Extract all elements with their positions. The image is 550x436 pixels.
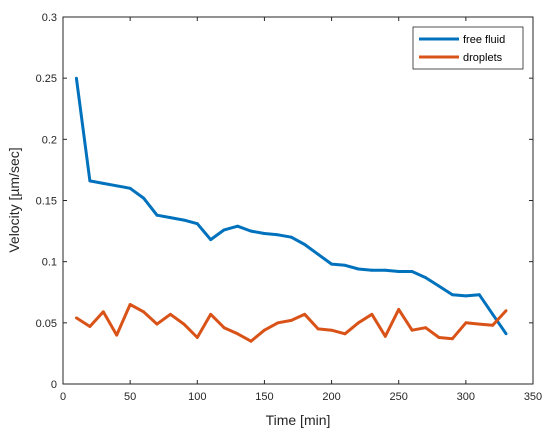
data-point-droplets xyxy=(464,321,468,325)
data-point-free-fluid xyxy=(142,196,146,200)
y-tick-label: 0.2 xyxy=(42,134,57,146)
legend-label-droplets: droplets xyxy=(463,52,503,64)
legend-label-free-fluid: free fluid xyxy=(463,34,505,46)
data-point-droplets xyxy=(88,325,92,328)
data-point-droplets xyxy=(209,312,213,316)
data-point-free-fluid xyxy=(88,179,92,183)
data-point-droplets xyxy=(249,339,253,343)
data-point-free-fluid xyxy=(451,293,454,297)
x-tick-label: 0 xyxy=(60,391,66,403)
data-point-droplets xyxy=(504,309,508,312)
data-point-free-fluid xyxy=(491,312,495,316)
data-point-droplets xyxy=(115,333,119,337)
data-point-droplets xyxy=(289,319,293,322)
data-point-free-fluid xyxy=(249,229,253,233)
data-point-free-fluid xyxy=(75,76,78,80)
data-point-droplets xyxy=(451,337,454,341)
data-point-free-fluid xyxy=(101,182,105,185)
data-point-droplets xyxy=(128,303,132,306)
data-point-droplets xyxy=(142,310,146,314)
data-point-free-fluid xyxy=(410,270,414,273)
data-point-droplets xyxy=(303,312,307,316)
data-point-free-fluid xyxy=(289,235,293,239)
data-point-droplets xyxy=(276,321,280,325)
data-point-droplets xyxy=(424,326,427,330)
legend: free fluid droplets xyxy=(412,26,524,70)
data-point-droplets xyxy=(357,321,360,325)
y-tick-label: 0.1 xyxy=(42,257,57,269)
data-point-free-fluid xyxy=(222,228,226,232)
data-point-droplets xyxy=(169,312,172,316)
y-tick-label: 0.05 xyxy=(36,318,57,330)
data-point-free-fluid xyxy=(397,270,401,273)
y-tick-label: 0.15 xyxy=(36,196,57,208)
data-point-free-fluid xyxy=(303,243,307,246)
data-point-free-fluid xyxy=(370,268,374,272)
data-point-free-fluid xyxy=(236,224,240,228)
data-point-droplets xyxy=(155,322,159,326)
series-layer xyxy=(74,76,508,343)
data-point-free-fluid xyxy=(182,218,186,222)
data-point-droplets xyxy=(75,316,78,320)
data-point-free-fluid xyxy=(115,184,119,188)
plot-area xyxy=(62,16,534,385)
y-tick-label: 0.25 xyxy=(36,73,57,85)
x-tick-label: 350 xyxy=(524,391,542,403)
x-tick-label: 100 xyxy=(188,391,206,403)
x-tick-label: 250 xyxy=(390,391,408,403)
data-point-free-fluid xyxy=(383,268,387,272)
data-point-free-fluid xyxy=(128,186,132,190)
data-point-free-fluid xyxy=(316,252,320,256)
data-point-droplets xyxy=(182,322,186,326)
data-point-free-fluid xyxy=(477,293,481,297)
data-point-free-fluid xyxy=(209,238,213,242)
data-point-free-fluid xyxy=(155,213,159,217)
data-point-free-fluid xyxy=(424,276,427,279)
data-point-droplets xyxy=(330,328,333,332)
x-axis-label: Time [min] xyxy=(266,412,331,428)
data-point-droplets xyxy=(101,310,105,314)
y-tick-label: 0.3 xyxy=(42,12,57,24)
data-point-free-fluid xyxy=(169,216,172,220)
data-point-free-fluid xyxy=(263,232,266,235)
x-tick-label: 50 xyxy=(124,391,136,403)
data-point-free-fluid xyxy=(343,263,347,267)
data-point-free-fluid xyxy=(195,222,199,226)
data-point-droplets xyxy=(383,334,387,338)
data-point-droplets xyxy=(477,322,481,326)
data-point-droplets xyxy=(370,312,374,316)
x-tick-label: 300 xyxy=(457,391,475,403)
data-point-droplets xyxy=(236,332,240,336)
x-tick-label: 150 xyxy=(255,391,273,403)
data-point-droplets xyxy=(397,308,401,311)
data-point-free-fluid xyxy=(437,284,441,288)
data-point-free-fluid xyxy=(330,262,333,266)
x-axis-ticks: 0 50 100 150 200 250 300 350 xyxy=(60,17,542,403)
legend-box xyxy=(412,26,524,70)
data-point-free-fluid xyxy=(276,233,280,237)
data-point-droplets xyxy=(195,336,199,339)
data-point-free-fluid xyxy=(357,267,360,271)
data-point-droplets xyxy=(343,332,347,336)
data-point-droplets xyxy=(263,328,266,332)
data-point-droplets xyxy=(437,336,441,339)
data-point-droplets xyxy=(222,326,226,330)
y-axis-label: Velocity [µm/sec] xyxy=(6,147,22,252)
y-axis-ticks: 0 0.05 0.1 0.15 0.2 0.25 0.3 xyxy=(36,12,533,391)
data-point-droplets xyxy=(491,323,495,327)
y-tick-label: 0 xyxy=(51,379,57,391)
data-point-free-fluid xyxy=(504,332,508,336)
data-point-droplets xyxy=(410,328,414,332)
x-tick-label: 200 xyxy=(322,391,340,403)
data-point-free-fluid xyxy=(464,294,468,298)
data-point-droplets xyxy=(316,327,320,331)
